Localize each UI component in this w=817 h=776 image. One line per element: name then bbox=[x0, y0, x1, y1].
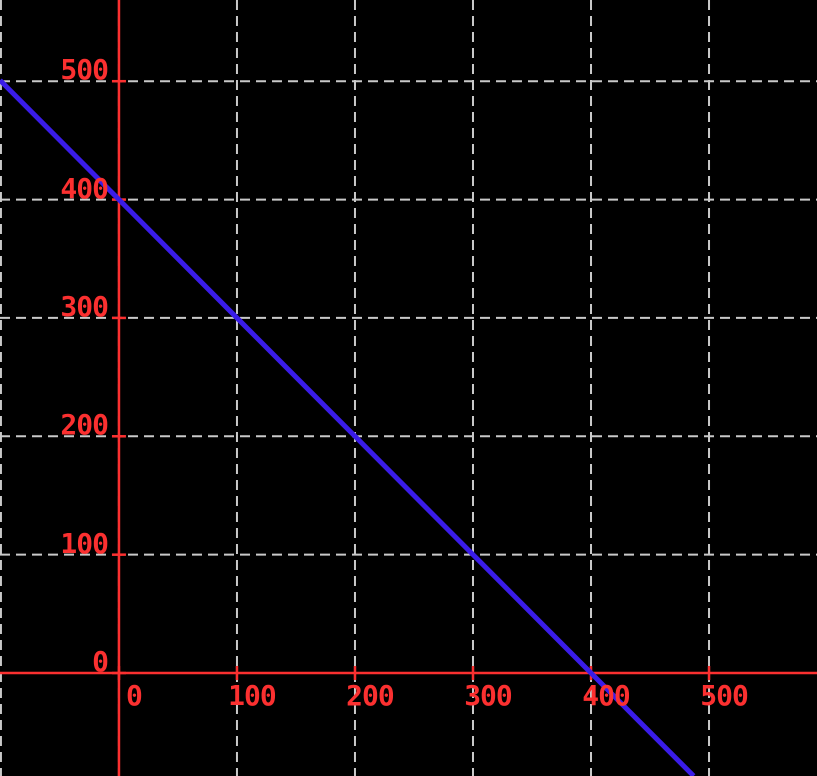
series-linear-function bbox=[0, 78, 696, 776]
axis-ticks bbox=[111, 79, 711, 681]
x-tick-label: 0 bbox=[126, 679, 143, 713]
data-line bbox=[0, 78, 696, 776]
y-tick-label: 200 bbox=[60, 408, 109, 442]
y-tick-label: 300 bbox=[60, 289, 109, 323]
x-tick-label: 200 bbox=[346, 679, 395, 713]
y-tick-label: 400 bbox=[60, 171, 109, 205]
x-tick-label: 100 bbox=[228, 679, 277, 713]
x-tick-label: 500 bbox=[700, 679, 749, 713]
y-tick-label: 0 bbox=[92, 645, 109, 679]
x-tick-label: 400 bbox=[582, 679, 631, 713]
y-tick-label: 100 bbox=[60, 526, 109, 560]
x-tick-label: 300 bbox=[464, 679, 513, 713]
y-tick-label: 500 bbox=[60, 53, 109, 87]
